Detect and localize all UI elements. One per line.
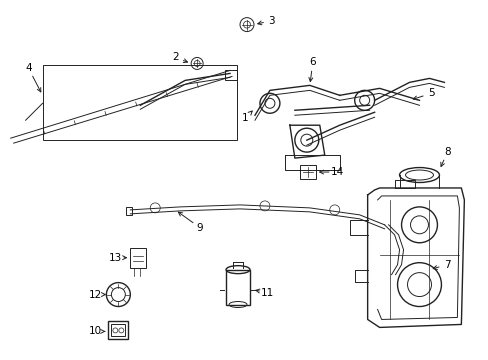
Text: 10: 10 xyxy=(89,327,102,336)
Text: 14: 14 xyxy=(330,167,344,177)
Text: 4: 4 xyxy=(25,63,32,73)
Bar xyxy=(299,165,315,179)
Text: 12: 12 xyxy=(89,289,102,300)
Bar xyxy=(130,248,146,268)
Text: 2: 2 xyxy=(172,53,178,63)
Text: 13: 13 xyxy=(108,253,122,263)
Bar xyxy=(225,270,249,305)
Text: 5: 5 xyxy=(427,88,434,98)
Text: 3: 3 xyxy=(268,15,275,26)
Text: 1: 1 xyxy=(241,113,248,123)
Bar xyxy=(111,324,125,336)
Bar xyxy=(42,66,237,140)
Text: 7: 7 xyxy=(443,260,450,270)
Text: 6: 6 xyxy=(309,58,315,67)
Bar xyxy=(108,321,128,339)
Text: 9: 9 xyxy=(196,223,203,233)
Bar xyxy=(224,71,237,80)
Bar xyxy=(126,207,132,215)
Text: 11: 11 xyxy=(261,288,274,298)
Text: 8: 8 xyxy=(443,147,450,157)
